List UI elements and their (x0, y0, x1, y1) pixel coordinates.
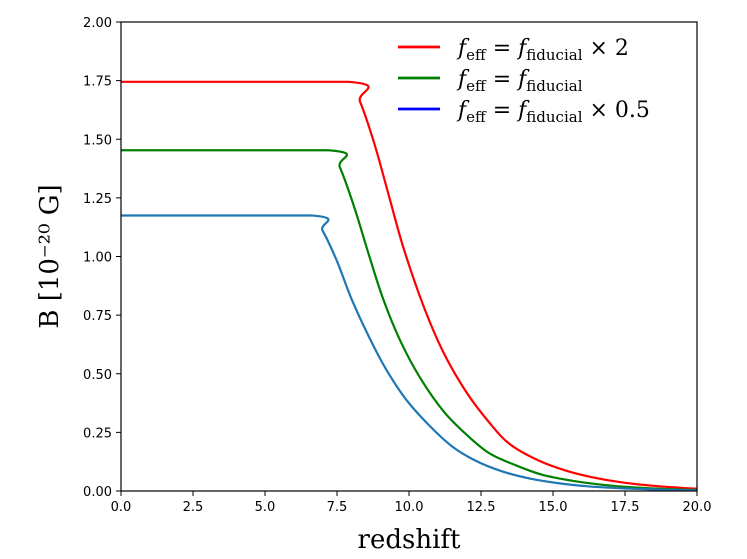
y-tick-label: 2.00 (83, 16, 112, 31)
y-tick-label: 0.00 (83, 485, 112, 500)
series-line-2 (121, 214, 698, 492)
legend-text-part: = f (486, 67, 530, 92)
x-axis: 0.0 2.5 5.0 7.5 10.0 12.5 15.0 17.5 20.0 (111, 491, 712, 515)
y-tick-label: 0.50 (83, 368, 112, 383)
legend-equals: = (486, 67, 518, 92)
x-tick-label: 15.0 (539, 500, 568, 515)
y-tick-label: 1.50 (83, 133, 112, 148)
x-tick-label: 10.0 (395, 500, 424, 515)
plot-frame (120, 21, 698, 492)
series-line-1 (121, 149, 698, 491)
legend: feff = ffiducial × 2 feff = ffiducial feff… (398, 36, 650, 126)
y-tick-label: 1.00 (83, 251, 112, 266)
x-tick-label: 2.5 (183, 500, 204, 515)
series-layer (121, 80, 698, 492)
x-tick-label: 5.0 (255, 500, 276, 515)
legend-text-part: fiducial (526, 108, 582, 126)
x-tick-label: 20.0 (683, 500, 712, 515)
legend-text-part: × 2 (583, 36, 629, 61)
legend-text-part: eff (466, 46, 487, 64)
series-line-0 (121, 80, 698, 490)
legend-equals: = (486, 36, 518, 61)
x-tick-label: 0.0 (111, 500, 132, 515)
legend-label-1: feff = ffiducial (456, 67, 583, 95)
legend-text-part: eff (466, 108, 487, 126)
legend-equals: = (486, 98, 518, 123)
legend-label-0: feff = ffiducial × 2 (456, 36, 629, 64)
legend-label-2: feff = ffiducial × 0.5 (456, 98, 650, 126)
legend-text-part: = f (486, 36, 530, 61)
y-tick-label: 1.75 (83, 75, 112, 90)
legend-text-part: fiducial (526, 77, 582, 95)
y-tick-label: 0.25 (83, 426, 112, 441)
x-tick-label: 12.5 (467, 500, 496, 515)
x-tick-label: 17.5 (611, 500, 640, 515)
x-axis-label: redshift (358, 525, 461, 555)
y-tick-label: 0.75 (83, 309, 112, 324)
y-axis: 0.00 0.25 0.50 0.75 1.00 1.25 1.50 1.75 2.00 (83, 16, 121, 500)
legend-text-part: × 0.5 (583, 98, 650, 123)
legend-text-part: eff (466, 77, 487, 95)
y-axis-label: B [10⁻²⁰ G] (35, 184, 65, 328)
legend-text-part: fiducial (526, 46, 582, 64)
legend-text-part: = f (486, 98, 530, 123)
x-tick-label: 7.5 (327, 500, 348, 515)
y-tick-label: 1.25 (83, 192, 112, 207)
